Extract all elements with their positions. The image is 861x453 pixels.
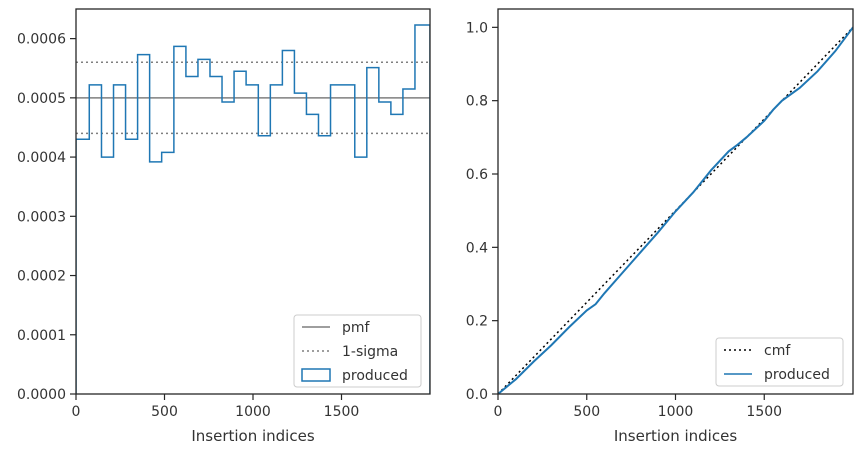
y-tick-label: 0.8 (466, 94, 488, 110)
legend: cmf produced (715, 337, 844, 387)
x-tick-label: 0 (72, 404, 81, 420)
x-tick-label: 1000 (235, 404, 271, 420)
x-tick-label: 1500 (746, 404, 782, 420)
x-tick-label: 0 (494, 404, 503, 420)
plot-area (498, 26, 853, 394)
y-tick-label: 0.0 (466, 387, 488, 403)
x-tick-label: 1500 (324, 404, 360, 420)
x-tick-label: 1000 (658, 404, 694, 420)
y-tick-label: 0.0002 (17, 269, 66, 285)
y-tick-label: 0.0006 (17, 32, 66, 48)
y-tick-label: 1.0 (466, 20, 488, 36)
y-tick-label: 0.0003 (17, 209, 66, 225)
x-axis-title: Insertion indices (191, 427, 314, 445)
y-tick-label: 0.0000 (17, 387, 66, 403)
y-tick-label: 0.2 (466, 314, 488, 330)
y-tick-label: 0.0001 (17, 328, 66, 344)
chart-panel-2: 0 500 1000 1500 0.0 0.2 0.4 0.6 0.8 1.0 Insertion … (466, 8, 854, 445)
x-tick-label: 500 (573, 404, 600, 420)
y-tick-label: 0.6 (466, 167, 488, 183)
y-tick-label: 0.0004 (17, 150, 66, 166)
x-tick-label: 500 (151, 404, 178, 420)
legend-label-cmf: cmf (764, 343, 791, 359)
plot-area (76, 24, 430, 394)
legend-swatch-produced (301, 368, 331, 382)
x-axis-title: Insertion indices (614, 427, 737, 445)
chart-panel-1: 0 500 1000 1500 0.0000 0.0001 0.0002 0.0003 0.00… (17, 8, 431, 445)
legend: pmf 1-sigma produced (293, 314, 422, 388)
y-tick-label: 0.4 (466, 240, 488, 256)
legend-label-pmf: pmf (342, 320, 371, 336)
series-produced-line (498, 26, 853, 394)
legend-label-produced: produced (342, 368, 408, 384)
series-produced-step (76, 24, 430, 394)
legend-label-produced: produced (764, 367, 830, 383)
legend-label-1-sigma: 1-sigma (342, 344, 398, 360)
axes-frame (497, 8, 854, 395)
y-tick-label: 0.0005 (17, 91, 66, 107)
